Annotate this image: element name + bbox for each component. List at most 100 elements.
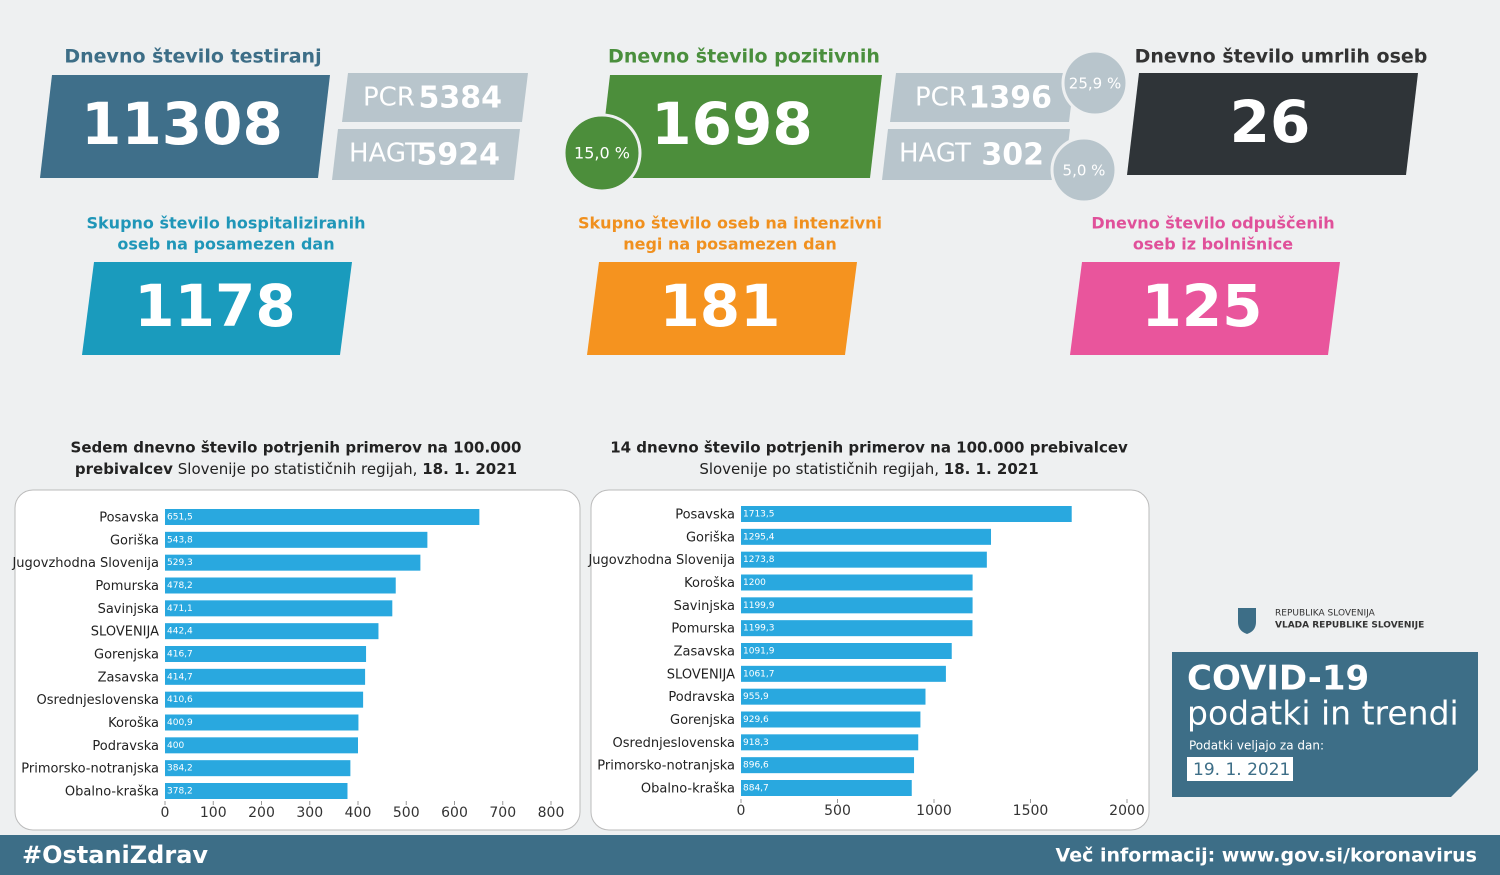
- pcr-label: PCR: [915, 83, 967, 113]
- category-label: Primorsko-notranjska: [597, 759, 735, 774]
- chart-title: 14 dnevno število potrjenih primerov na …: [610, 439, 1128, 457]
- bar: [165, 714, 359, 731]
- value-label: 1061,7: [743, 669, 775, 679]
- bar: [165, 783, 348, 799]
- category-label: Savinjska: [674, 599, 735, 614]
- bar: [741, 780, 912, 796]
- tests-title: Dnevno število testiranj: [64, 46, 321, 68]
- x-tick-label: 0: [161, 805, 170, 821]
- hosp-title: oseb na posamezen dan: [117, 235, 334, 254]
- x-tick-label: 500: [824, 803, 851, 819]
- positives-title: Dnevno število pozitivnih: [608, 46, 880, 68]
- value-label: 1713,5: [743, 510, 775, 520]
- category-label: SLOVENIJA: [667, 667, 735, 682]
- bar: [741, 597, 973, 614]
- bar: [741, 643, 952, 659]
- bar: [165, 737, 358, 754]
- bar: [741, 734, 919, 751]
- charts: 0 100 200 300 400 500 600 700 800 Posavska 651,5 Go…: [11, 506, 1145, 821]
- share-circle: [1061, 49, 1129, 117]
- bar: [165, 760, 351, 777]
- category-label: Primorsko-notranjska: [21, 762, 159, 777]
- category-label: Osrednjeslovenska: [37, 693, 159, 708]
- category-label: Koroška: [684, 576, 735, 591]
- category-label: Savinjska: [98, 602, 159, 617]
- value-label: 543,8: [167, 535, 193, 545]
- gov-line: REPUBLIKA SLOVENIJA: [1275, 609, 1376, 619]
- value-label: 1199,9: [743, 601, 775, 611]
- category-label: Jugovzhodna Slovenija: [587, 553, 735, 568]
- value-label: 918,3: [743, 738, 769, 748]
- chart-title: prebivalcev: [75, 460, 173, 478]
- positives-share: 15,0 %: [574, 144, 630, 163]
- x-tick-label: 1500: [1013, 803, 1049, 819]
- category-label: Posavska: [99, 511, 159, 526]
- value-label: 1200: [743, 578, 766, 588]
- hagt-pill: [332, 129, 520, 180]
- gov-line: VLADA REPUBLIKE SLOVENIJE: [1275, 621, 1424, 631]
- value-label: 378,2: [167, 787, 193, 797]
- pcr-value: 1396: [969, 81, 1053, 116]
- bar: [165, 691, 364, 708]
- hagt-pill: [882, 129, 1070, 180]
- icu-title: negi na posamezen dan: [623, 235, 837, 254]
- chart-box: [590, 489, 1150, 831]
- x-tick-label: 700: [489, 805, 516, 821]
- category-label: Obalno-kraška: [65, 785, 159, 800]
- chart-title: Slovenije po statističnih regijah, 18. 1…: [699, 460, 1038, 478]
- hagt-value: 5924: [417, 138, 501, 173]
- category-label: Gorenjska: [94, 648, 159, 663]
- x-tick-label: 300: [296, 805, 323, 821]
- deaths-title: Dnevno število umrlih oseb: [1135, 46, 1428, 68]
- pcr-pill: [342, 73, 528, 122]
- footer: [0, 835, 1500, 875]
- category-label: Gorenjska: [670, 713, 735, 728]
- icu-title: Skupno število oseb na intenzivni: [578, 214, 882, 233]
- x-tick-label: 100: [200, 805, 227, 821]
- x-tick-label: 600: [441, 805, 468, 821]
- value-label: 400: [167, 741, 184, 751]
- chart-title: Sedem dnevno število potrjenih primerov …: [71, 439, 522, 457]
- category-label: Podravska: [92, 739, 159, 754]
- hagt-value: 302: [981, 138, 1044, 173]
- value-label: 410,6: [167, 695, 193, 705]
- category-label: Obalno-kraška: [641, 782, 735, 797]
- chart-title: prebivalcev Slovenije po statističnih re…: [75, 460, 517, 478]
- footer-link: Več informacij: www.gov.si/koronavirus: [1056, 845, 1477, 867]
- x-tick-label: 0: [737, 803, 746, 819]
- chart-date: 18. 1. 2021: [944, 460, 1039, 478]
- value-label: 478,2: [167, 581, 193, 591]
- category-label: Zasavska: [98, 670, 159, 685]
- bar: [741, 757, 915, 774]
- bar: [165, 668, 366, 685]
- bar: [741, 551, 987, 568]
- category-label: Pomurska: [95, 579, 159, 594]
- hashtag: #OstaniZdrav: [22, 841, 208, 869]
- discharged-title: Dnevno število odpuščenih: [1091, 214, 1334, 233]
- x-tick-label: 800: [538, 805, 565, 821]
- hagt-share: 5,0 %: [1063, 162, 1106, 180]
- category-label: Posavska: [675, 508, 735, 523]
- bar: [741, 574, 973, 591]
- discharged-total: 125: [1141, 272, 1262, 340]
- bar: [741, 688, 926, 705]
- pcr-share: 25,9 %: [1069, 75, 1121, 93]
- pcr-pill: [890, 73, 1075, 122]
- positives-card: [598, 75, 882, 178]
- value-label: 929,6: [743, 715, 769, 725]
- discharged-card: [1070, 262, 1340, 355]
- x-tick-label: 200: [248, 805, 275, 821]
- value-label: 1199,3: [743, 624, 775, 634]
- chart-title: Slovenije po statističnih regijah,: [699, 460, 939, 478]
- value-label: 1295,4: [743, 532, 775, 542]
- category-label: Pomurska: [671, 622, 735, 637]
- chart-title: Slovenije po statističnih regijah,: [178, 460, 418, 478]
- hosp-total: 1178: [134, 272, 295, 340]
- share-circle: [562, 113, 642, 193]
- category-label: Goriška: [686, 530, 735, 545]
- x-tick-label: 400: [345, 805, 372, 821]
- share-circle: [1050, 136, 1118, 204]
- category-label: SLOVENIJA: [91, 625, 159, 640]
- value-label: 471,1: [167, 604, 193, 614]
